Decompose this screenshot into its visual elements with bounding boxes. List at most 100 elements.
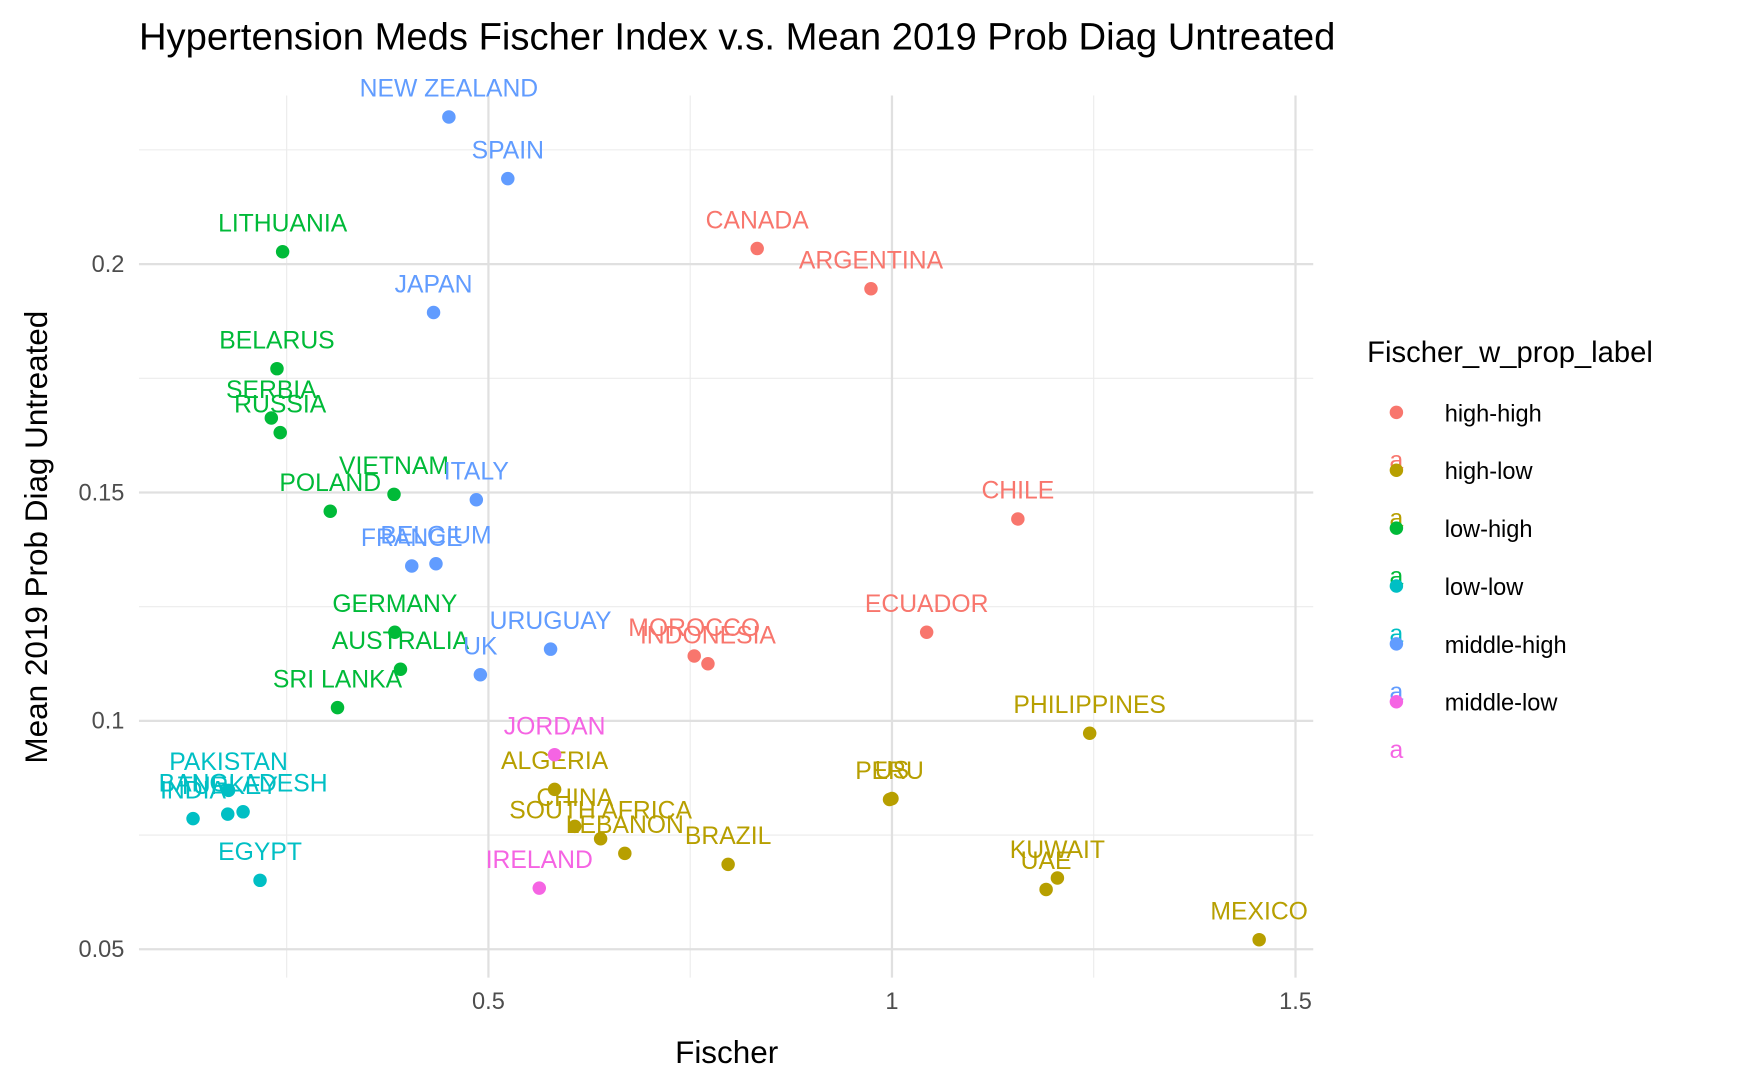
legend-point [1389,405,1404,420]
point-label: BANGLADESH [159,771,328,798]
y-tick-label: 0.15 [78,479,124,505]
point [221,807,235,821]
point [275,245,290,259]
point-label: SRI LANKA [273,666,403,693]
point [547,747,562,762]
x-axis-label: Fischer [675,1035,778,1070]
point [253,873,267,888]
point-label: BELARUS [219,327,334,354]
legend-point [1389,637,1404,651]
point [393,662,408,677]
point-label: CHILE [981,478,1054,505]
legend-point [1389,521,1404,535]
point-label: PERU [855,758,924,785]
point [1011,512,1025,526]
point [270,361,284,376]
point [405,559,419,573]
legend-label: low-low [1445,574,1525,600]
point-label: SERBIA [226,377,317,404]
point [1050,871,1065,885]
legend-label: middle-low [1445,690,1559,716]
point [687,649,701,663]
point-label: SPAIN [472,137,544,164]
point-label: ITALY [444,459,509,486]
point-label: BELGIUM [380,523,491,550]
point [323,504,337,518]
x-tick-label: 0.5 [472,988,505,1014]
point [618,846,632,861]
legend-point [1389,695,1404,709]
chart-title: Hypertension Meds Fischer Index v.s. Mea… [139,15,1335,58]
point-label: INDONESIA [640,623,776,650]
point-label: LEBANON [566,812,684,839]
point [186,811,200,826]
legend-label: low-high [1445,516,1533,542]
point-label: LITHUANIA [218,211,348,238]
point-label: TURKEY [178,773,278,800]
x-tick-label: 1 [885,988,898,1014]
point [1252,932,1266,947]
point [701,657,715,671]
point [721,857,735,872]
point-label: NEW ZEALAND [360,76,539,103]
point-label: INDIA [160,777,226,804]
y-tick-label: 0.2 [92,251,125,277]
point [750,241,764,256]
legend-label: middle-high [1445,632,1567,658]
point-label: US [875,757,909,784]
legend-point [1389,579,1404,593]
point [442,110,456,124]
point-label: VIETNAM [339,453,449,480]
point-label: GERMANY [332,591,457,618]
legend-point [1389,463,1404,478]
point [919,625,934,640]
point-label: POLAND [279,470,381,497]
point-label: RUSSIA [234,391,327,418]
legend-key-text: a [1390,737,1404,764]
point-label: EGYPT [218,839,302,866]
point [532,881,547,895]
point-label: AUSTRALIA [332,628,470,655]
x-tick-label: 1.5 [1279,988,1312,1014]
point [426,305,441,320]
y-tick-label: 0.05 [78,936,124,962]
point [593,832,608,846]
point [429,557,443,571]
y-tick-label: 0.1 [92,708,125,734]
point-label: JORDAN [504,713,606,740]
point-label: UAE [1021,848,1072,875]
point [264,411,279,425]
point-label: FRANCE [361,525,463,552]
point-label: PAKISTAN [169,749,288,776]
point-label: MOROCCO [628,615,760,642]
point-label: MEXICO [1210,898,1308,925]
point [469,493,484,507]
point [273,425,287,440]
point-label: SOUTH AFRICA [509,798,692,825]
point [388,625,402,640]
point-label: CANADA [706,207,810,234]
point [1082,726,1097,740]
point-label: CHINA [536,785,613,812]
point [882,792,897,807]
point [547,782,562,797]
point-label: ECUADOR [865,591,989,618]
legend-label: high-high [1445,400,1542,426]
point [330,700,345,715]
point-label: ARGENTINA [799,248,944,275]
legend-title: Fischer_w_prop_label [1367,337,1653,369]
point [236,805,250,819]
y-axis-label: Mean 2019 Prob Diag Untreated [19,311,54,764]
point [543,642,558,656]
point-label: KUWAIT [1010,837,1105,864]
point [221,783,236,798]
point [387,487,401,502]
point-label: IRELAND [486,847,593,874]
point [1039,882,1053,897]
point-label: PHILIPPINES [1013,692,1166,719]
point [864,282,878,296]
legend-label: high-low [1445,458,1534,484]
point-label: JAPAN [395,271,473,298]
